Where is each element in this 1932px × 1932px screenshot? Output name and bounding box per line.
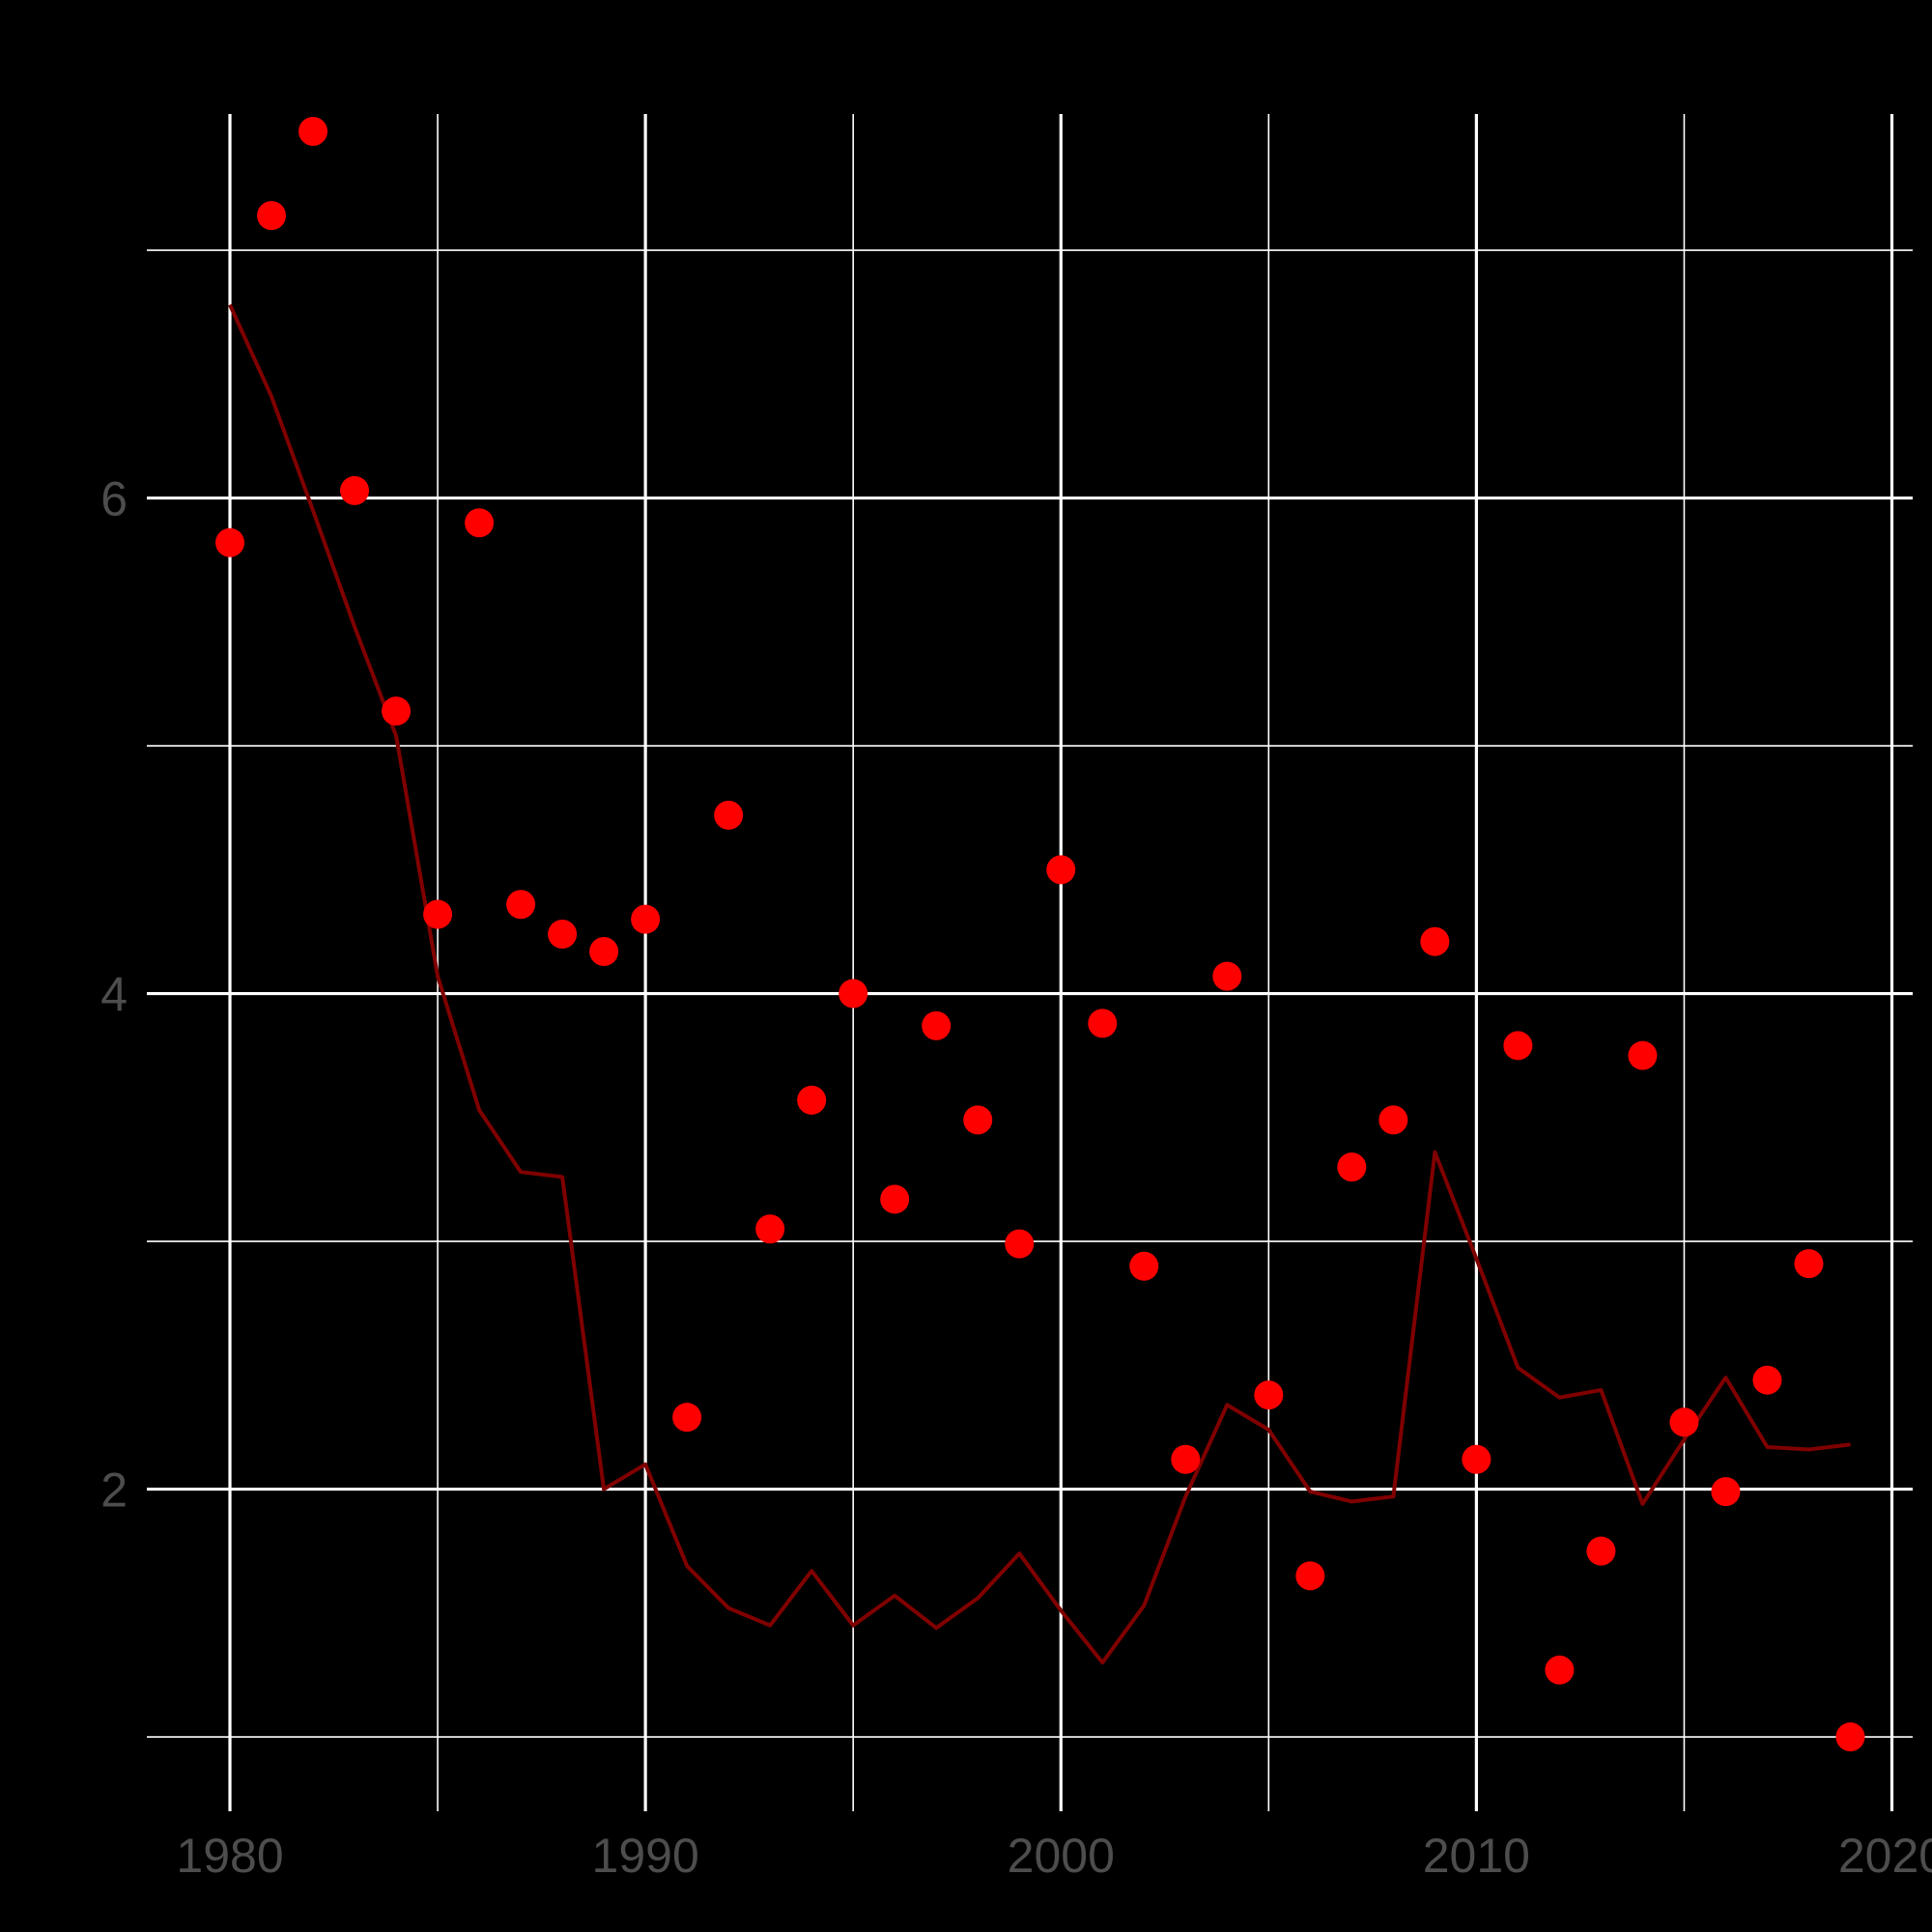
data-point [1171,1444,1201,1474]
data-point [880,1184,910,1214]
data-point [672,1403,702,1433]
trend-line-series [228,303,1851,1665]
data-point [922,1010,952,1040]
data-point [589,936,619,966]
points-series [215,116,1865,1752]
data-point [1503,1031,1533,1061]
data-point [714,800,744,830]
data-point [1711,1477,1741,1507]
trend-line [228,303,1851,1665]
data-point [1212,961,1242,991]
data-point [797,1085,827,1115]
data-point [506,890,536,920]
data-point [1752,1365,1782,1395]
data-point [1129,1251,1159,1281]
data-point [1545,1655,1575,1685]
x-tick-label: 2010 [1423,1829,1530,1883]
data-point [382,696,412,726]
x-tick-label: 1980 [176,1829,283,1883]
data-point [548,920,578,950]
data-point [1046,855,1076,885]
data-point [1586,1536,1616,1566]
data-point [755,1214,785,1244]
y-tick-label: 2 [100,1463,128,1518]
tick-labels: 1980 1990 2000 2010 2020 2 4 6 [100,472,1932,1883]
data-point [1295,1561,1325,1591]
data-point [1835,1722,1865,1752]
data-point [1462,1444,1492,1474]
y-tick-label: 6 [100,472,128,526]
data-point [423,899,453,929]
x-tick-label: 1990 [592,1829,699,1883]
data-point [1254,1380,1284,1410]
data-point [1088,1009,1118,1038]
data-point [963,1105,993,1135]
data-point [215,527,245,557]
data-point [340,475,370,505]
data-point [298,116,328,146]
data-point [1669,1407,1699,1437]
data-point [1794,1249,1824,1279]
x-tick-label: 2000 [1008,1829,1115,1883]
y-tick-label: 4 [100,968,128,1022]
data-point [838,979,868,1009]
x-tick-label: 2020 [1838,1829,1932,1883]
data-point [631,904,661,934]
data-point [1005,1229,1035,1259]
data-point [257,201,287,231]
data-point [1378,1105,1408,1135]
data-point [465,508,495,538]
data-point [1628,1040,1658,1070]
data-point [1337,1152,1367,1182]
data-point [1420,926,1450,956]
